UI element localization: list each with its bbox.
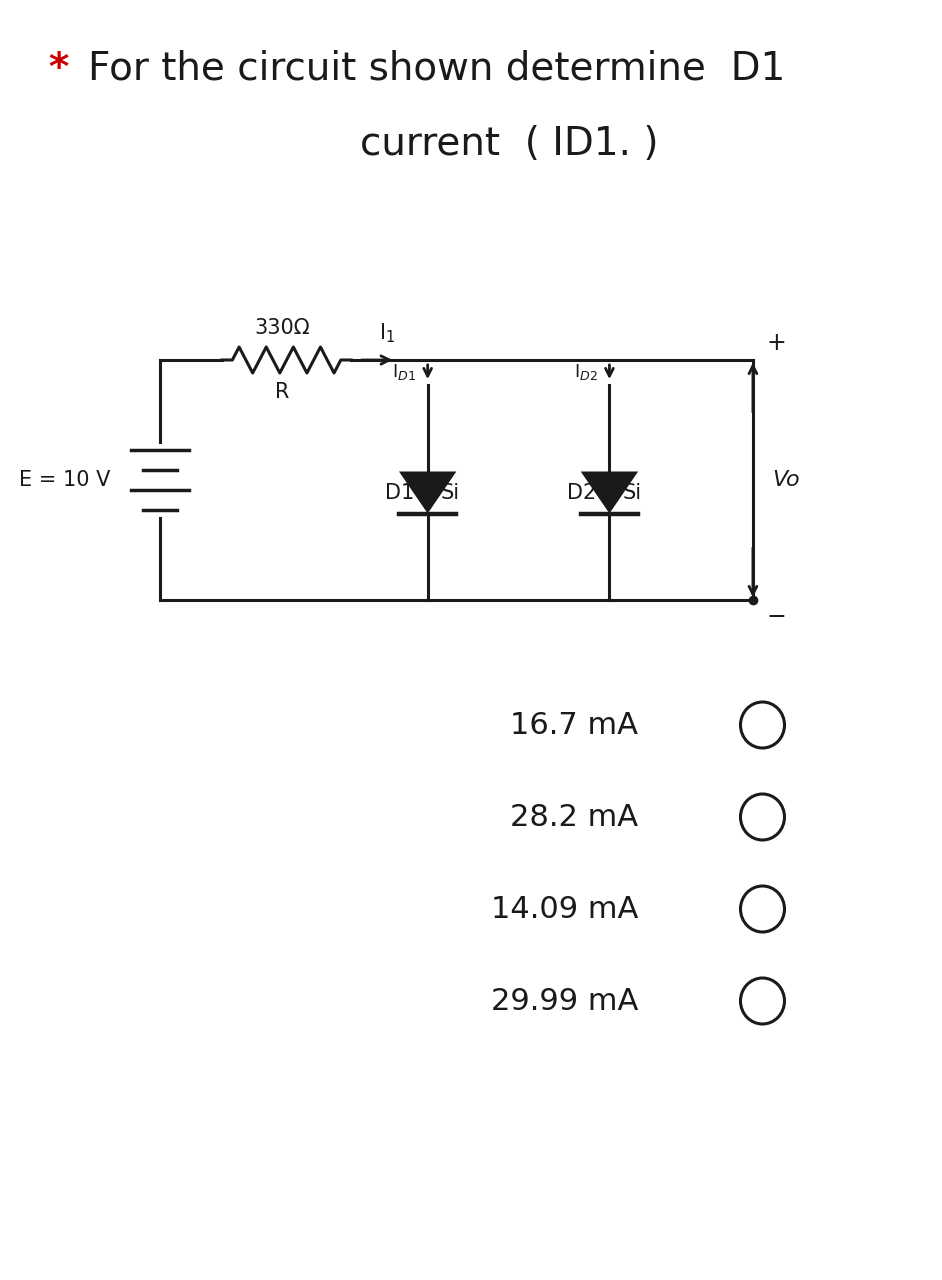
Text: I$_{D1}$: I$_{D1}$ (392, 362, 416, 381)
Text: Si: Si (623, 483, 642, 503)
Text: I$_{D2}$: I$_{D2}$ (574, 362, 598, 381)
Text: 28.2 mA: 28.2 mA (510, 803, 638, 832)
Text: 16.7 mA: 16.7 mA (511, 710, 638, 740)
Text: current  ( ID1. ): current ( ID1. ) (360, 125, 658, 163)
Text: Vo: Vo (772, 470, 800, 490)
Text: 14.09 mA: 14.09 mA (491, 895, 638, 923)
Text: −: − (766, 605, 786, 628)
Polygon shape (580, 471, 638, 513)
Text: +: + (766, 332, 786, 355)
Text: 29.99 mA: 29.99 mA (491, 987, 638, 1015)
Text: D2: D2 (567, 483, 596, 503)
Text: E = 10 V: E = 10 V (19, 470, 110, 490)
Text: I$_1$: I$_1$ (380, 321, 396, 346)
Text: *: * (48, 50, 68, 88)
Text: R: R (275, 381, 289, 402)
Text: For the circuit shown determine  D1: For the circuit shown determine D1 (89, 50, 786, 88)
Text: Si: Si (441, 483, 461, 503)
Text: 330Ω: 330Ω (254, 317, 310, 338)
Polygon shape (399, 471, 456, 513)
Text: D1: D1 (385, 483, 414, 503)
